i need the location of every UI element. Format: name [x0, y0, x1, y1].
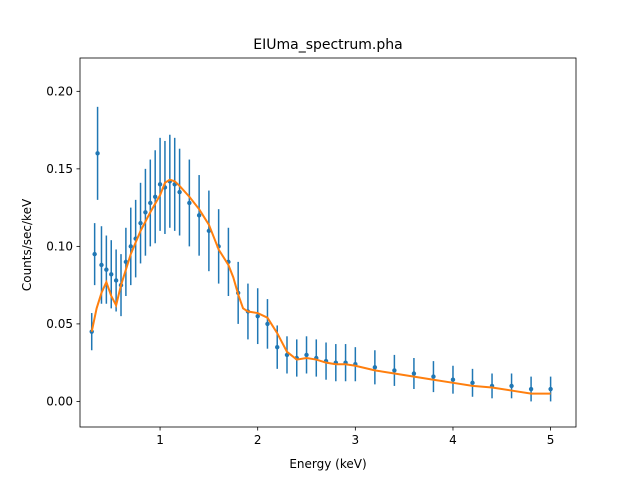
y-axis-label: Counts/sec/keV	[20, 198, 34, 291]
data-point	[255, 313, 260, 319]
data-point	[196, 213, 202, 218]
x-tick-label: 3	[352, 433, 360, 447]
data-point	[470, 380, 475, 386]
data-point	[109, 272, 114, 277]
data-point	[95, 151, 100, 156]
x-axis-label: Energy (keV)	[289, 457, 366, 471]
x-tick-label: 2	[254, 433, 262, 447]
x-tick-label: 5	[547, 433, 555, 447]
y-tick-label: 0.00	[46, 394, 73, 408]
data-point	[548, 386, 553, 392]
y-tick-label: 0.15	[46, 162, 73, 176]
data-point	[177, 189, 182, 195]
data-point	[431, 374, 436, 379]
axes-frame	[79, 57, 577, 428]
data-point	[113, 278, 119, 283]
data-point	[265, 321, 270, 327]
data-point	[138, 220, 143, 226]
data-point	[509, 383, 514, 389]
y-tick-label: 0.10	[46, 239, 73, 253]
data-point	[99, 262, 104, 268]
data-point	[528, 386, 534, 392]
data-point	[450, 377, 456, 382]
data-point	[92, 251, 97, 257]
data-point	[148, 200, 153, 206]
data-point	[128, 244, 133, 249]
data-point	[152, 194, 158, 199]
data-point	[411, 371, 417, 376]
data-point	[104, 267, 109, 272]
data-point	[304, 352, 309, 358]
y-tick-label: 0.20	[46, 84, 73, 98]
x-tick-label: 1	[156, 433, 164, 447]
model-line	[90, 178, 551, 395]
y-tick-label: 0.05	[46, 317, 73, 331]
data-point	[392, 368, 397, 373]
data-point	[187, 200, 192, 206]
data-point	[275, 344, 280, 350]
axes: 1 2 3 4 5 0.00 0.05 0.10 0.15 0.20	[46, 57, 577, 447]
chart-title: EIUma_spectrum.pha	[253, 37, 402, 53]
plot-area	[89, 106, 553, 402]
data-point	[143, 210, 148, 215]
data-point	[157, 182, 163, 187]
x-tick-label: 4	[449, 433, 457, 447]
data-point	[372, 365, 378, 370]
